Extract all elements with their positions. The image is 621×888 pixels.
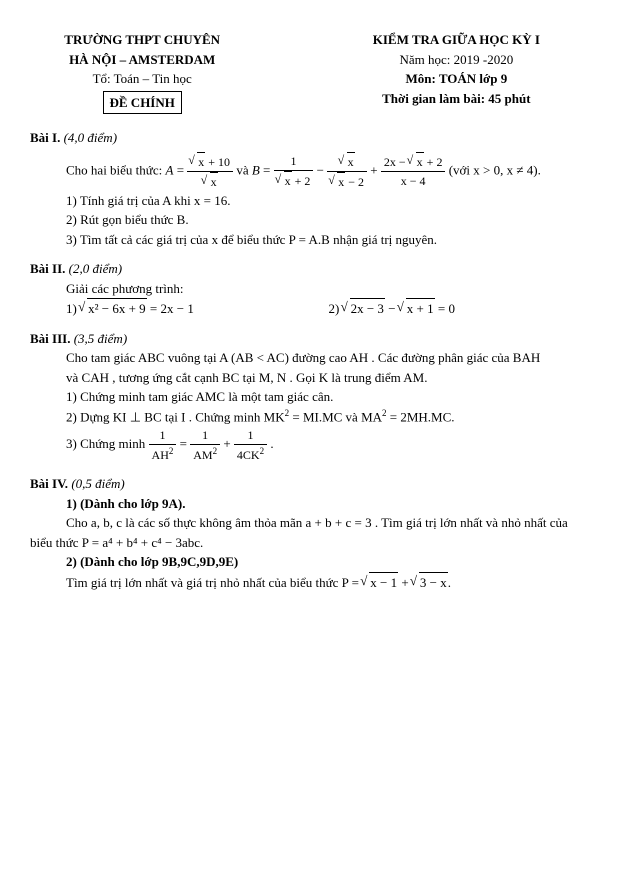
header: TRƯỜNG THPT CHUYÊN HÀ NỘI – AMSTERDAM Tổ… <box>30 30 591 114</box>
exam-subject: Môn: TOÁN lớp 9 <box>406 71 508 86</box>
frac-A: x + 10 x <box>187 152 233 191</box>
p4-v1: 1) (Dành cho lớp 9A). <box>66 496 186 511</box>
frac-B2: x x − 2 <box>327 152 367 191</box>
p2-eq1: 1) x² − 6x + 9 = 2x − 1 <box>66 298 329 319</box>
problem-3: Bài III. (3,5 điểm) Cho tam giác ABC vuô… <box>30 329 591 465</box>
problem-1-expr: Cho hai biểu thức: A = x + 10 x và B = 1… <box>66 152 591 191</box>
p4-v2: 2) (Dành cho lớp 9B,9C,9D,9E) <box>66 554 238 569</box>
problem-3-score: (3,5 điểm) <box>74 331 127 346</box>
exam-title: KIỂM TRA GIỮA HỌC KỲ I <box>322 30 591 50</box>
exam-year: Năm học: 2019 -2020 <box>322 50 591 70</box>
p1-cond: (với x > 0, x ≠ 4). <box>449 162 541 177</box>
p4-v1a: Cho a, b, c là các số thực không âm thỏa… <box>66 513 591 533</box>
p3-q3: 3) Chứng minh 1 AH2 = 1 AM2 + 1 4CK2 . <box>66 426 591 464</box>
header-right: KIỂM TRA GIỮA HỌC KỲ I Năm học: 2019 -20… <box>322 30 591 114</box>
header-left: TRƯỜNG THPT CHUYÊN HÀ NỘI – AMSTERDAM Tổ… <box>30 30 254 114</box>
p4-v1b: biểu thức P = a⁴ + b⁴ + c⁴ − 3abc. <box>30 533 591 553</box>
p1-intro-b: và <box>236 162 248 177</box>
problem-1-title: Bài I. <box>30 130 60 145</box>
p1-intro-a: Cho hai biểu thức: <box>66 162 162 177</box>
p4-v2a: Tìm giá trị lớn nhất và giá trị nhỏ nhất… <box>66 572 591 593</box>
group-line: Tổ: Toán – Tin học <box>30 69 254 89</box>
problem-1-score: (4,0 điểm) <box>64 130 117 145</box>
problem-4-score: (0,5 điểm) <box>71 476 124 491</box>
frac-B1: 1 x + 2 <box>274 152 314 190</box>
p3-l1b: và CAH , tương ứng cắt cạnh BC tại M, N … <box>66 368 591 388</box>
p2-equations: 1) x² − 6x + 9 = 2x − 1 2) 2x − 3 − x + … <box>66 298 591 319</box>
p2-eq2: 2) 2x − 3 − x + 1 = 0 <box>329 298 592 319</box>
p2-intro: Giải các phương trình: <box>66 279 591 299</box>
problem-2-title: Bài II. <box>30 261 65 276</box>
problem-4: Bài IV. (0,5 điểm) 1) (Dành cho lớp 9A).… <box>30 474 591 592</box>
p3-q2: 2) Dựng KI ⊥ BC tại I . Chứng minh MK2 =… <box>66 407 591 427</box>
p1-q3: 3) Tìm tất cả các giá trị của x để biểu … <box>66 230 591 250</box>
problem-2: Bài II. (2,0 điểm) Giải các phương trình… <box>30 259 591 319</box>
campus-name: HÀ NỘI – AMSTERDAM <box>30 50 254 70</box>
p1-q1: 1) Tính giá trị của A khi x = 16. <box>66 191 591 211</box>
problem-2-score: (2,0 điểm) <box>69 261 122 276</box>
p1-q2: 2) Rút gọn biểu thức B. <box>66 210 591 230</box>
problem-3-title: Bài III. <box>30 331 70 346</box>
problem-4-title: Bài IV. <box>30 476 68 491</box>
p3-q1: 1) Chứng minh tam giác AMC là một tam gi… <box>66 387 591 407</box>
p3-l1a: Cho tam giác ABC vuông tại A (AB < AC) đ… <box>66 348 591 368</box>
frac-B3: 2x − x + 2 x − 4 <box>381 152 446 190</box>
exam-label-box: ĐỀ CHÍNH <box>103 91 182 115</box>
school-name: TRƯỜNG THPT CHUYÊN <box>30 30 254 50</box>
exam-time: Thời gian làm bài: 45 phút <box>382 91 530 106</box>
problem-1: Bài I. (4,0 điểm) Cho hai biểu thức: A =… <box>30 128 591 249</box>
